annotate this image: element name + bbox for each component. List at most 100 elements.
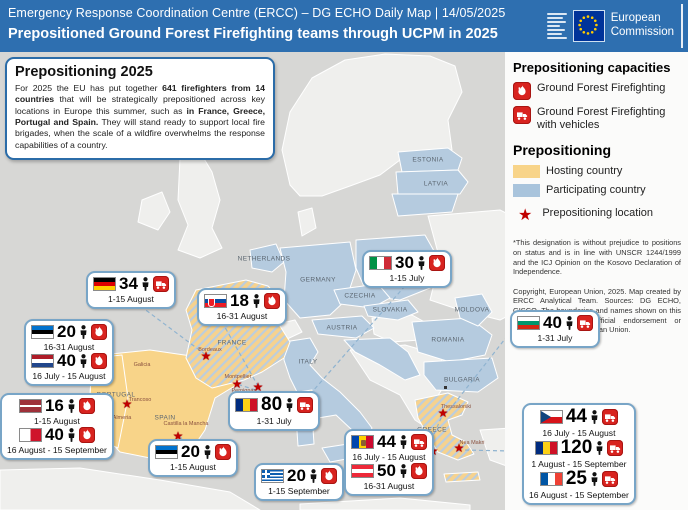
eu-flag-icon — [572, 10, 605, 42]
person-icon — [400, 463, 407, 478]
firefighting-flame-icon — [410, 462, 427, 479]
label-romania: ROMANIA — [431, 336, 465, 344]
person-icon — [286, 398, 293, 412]
firefighting-truck-icon — [513, 106, 531, 124]
callout-greece: 20 1-15 September — [254, 463, 344, 501]
callout-latvia-malta: 16 1-15 August 40 16 August - 15 Septemb… — [0, 393, 114, 460]
city-montpellier: Montpellier — [224, 374, 252, 380]
flag-germany — [93, 276, 116, 291]
label-moldova: MOLDOVA — [454, 306, 490, 314]
legend-item-ground: Ground Forest Firefighting — [513, 82, 681, 100]
firefighting-truck-icon — [602, 408, 618, 425]
person-icon — [253, 294, 260, 308]
flag-slovakia — [204, 293, 227, 308]
flag-latvia — [18, 398, 42, 413]
firefighting-flame-icon — [90, 352, 107, 369]
firefighting-flame-icon — [214, 443, 231, 460]
flag-france — [539, 471, 563, 486]
label-czechia: CZECHIA — [344, 292, 376, 300]
firefighting-truck-icon — [410, 433, 427, 450]
person-icon — [591, 410, 598, 424]
city-galicia: Galicia — [133, 362, 151, 368]
callout-estonia-netherlands: 20 16-31 August 40 16 July - 15 August — [24, 319, 114, 386]
label-estonia: ESTONIA — [412, 156, 444, 164]
ec-logo-text: European Commission — [610, 12, 674, 38]
firefighting-truck-icon — [602, 470, 618, 487]
flag-bulgaria — [517, 315, 540, 330]
prepositioning-star: ★ — [121, 397, 133, 411]
label-latvia: LATVIA — [423, 180, 449, 188]
callout-germany: 34 1-15 August — [86, 271, 176, 309]
city-thessaloniki: Thessaloniki — [440, 404, 472, 410]
person-icon — [68, 399, 75, 413]
prepositioning-star: ★ — [437, 406, 449, 420]
flag-austria — [351, 463, 374, 478]
label-netherlands: NETHERLANDS — [237, 255, 291, 263]
firefighting-flame-icon — [90, 323, 107, 340]
prepositioning-star: ★ — [231, 377, 243, 391]
city-nea-makri: Nea Makri — [459, 440, 485, 446]
firefighting-flame-icon — [78, 426, 95, 443]
person-icon — [400, 435, 407, 449]
person-icon — [68, 427, 75, 442]
hosting-country-swatch — [513, 165, 540, 179]
firefighting-truck-icon — [607, 439, 624, 456]
flag-moldova — [351, 434, 374, 449]
participating-country-swatch — [513, 184, 540, 198]
city-bordeaux: Bordeaux — [198, 347, 222, 353]
callout-romania: 80 1-31 July — [228, 391, 321, 431]
person-icon — [591, 472, 598, 486]
flag-czechia — [539, 409, 563, 424]
label-castilla-la-mancha: Castilla la Mancha — [163, 421, 209, 427]
flag-malta — [18, 427, 42, 442]
prepositioning-star: ★ — [453, 441, 465, 455]
prepositioning-star: ★ — [252, 380, 264, 394]
info-box-title: Prepositioning 2025 — [15, 64, 153, 80]
person-icon — [418, 256, 425, 270]
legend-prepositioning-title: Prepositioning — [513, 142, 611, 159]
callout-czechia-romania-france: 44 16 July - 15 August 120 1 August - 15… — [522, 403, 636, 505]
person-icon — [142, 277, 149, 291]
flag-estonia — [31, 324, 54, 339]
callout-moldova-austria: 44 16 July - 15 August 50 16-31 August — [344, 429, 434, 496]
info-box-body: For 2025 the EU has put together 641 fir… — [15, 83, 265, 150]
firefighting-flame-icon — [428, 254, 445, 271]
firefighting-truck-icon — [152, 275, 169, 292]
ec-building-icon — [546, 13, 567, 39]
legend-capacities-title: Prepositioning capacities — [513, 60, 671, 75]
firefighting-flame-icon — [263, 292, 280, 309]
firefighting-truck-icon — [576, 314, 593, 331]
header-subtitle: Emergency Response Coordination Centre (… — [8, 6, 506, 20]
legend-item-location: ★ Prepositioning location — [518, 207, 654, 225]
city-almeria: Almeria — [112, 415, 132, 421]
page-title: Prepositioned Ground Forest Firefighting… — [8, 26, 498, 42]
person-icon — [566, 316, 573, 330]
person-icon — [204, 445, 211, 459]
person-icon — [80, 353, 87, 368]
footnote-designation: *This designation is without prejudice t… — [513, 238, 681, 277]
label-bulgaria: BULGARIA — [443, 376, 481, 384]
header-bar: Emergency Response Coordination Centre (… — [0, 0, 688, 52]
legend-item-ground-vehicles: Ground Forest Firefighting with vehicles — [513, 106, 681, 131]
firefighting-flame-icon — [513, 82, 531, 100]
european-commission-logo: European Commission — [546, 4, 683, 48]
legend-item-participating: Participating country — [513, 184, 681, 198]
person-icon — [80, 325, 87, 339]
callout-italy: 30 1-15 July — [362, 250, 452, 288]
flag-romania — [534, 440, 558, 455]
callout-estonia-spain: 20 1-15 August — [148, 439, 238, 477]
star-icon: ★ — [518, 207, 533, 225]
label-italy: ITALY — [298, 358, 318, 366]
flag-romania — [235, 397, 258, 412]
label-greece: GREECE — [417, 426, 447, 434]
callout-bulgaria: 40 1-31 July — [510, 310, 600, 348]
prepositioning-info-box: Prepositioning 2025 For 2025 the EU has … — [5, 57, 275, 160]
flag-netherlands — [31, 353, 54, 368]
prepositioning-star: ★ — [200, 349, 212, 363]
firefighting-flame-icon — [320, 467, 337, 484]
flag-italy — [369, 255, 392, 270]
flag-greece — [261, 468, 284, 483]
label-germany: GERMANY — [300, 276, 336, 284]
label-portugal: PORTUGAL — [96, 391, 136, 399]
label-austria: AUSTRIA — [326, 324, 358, 332]
